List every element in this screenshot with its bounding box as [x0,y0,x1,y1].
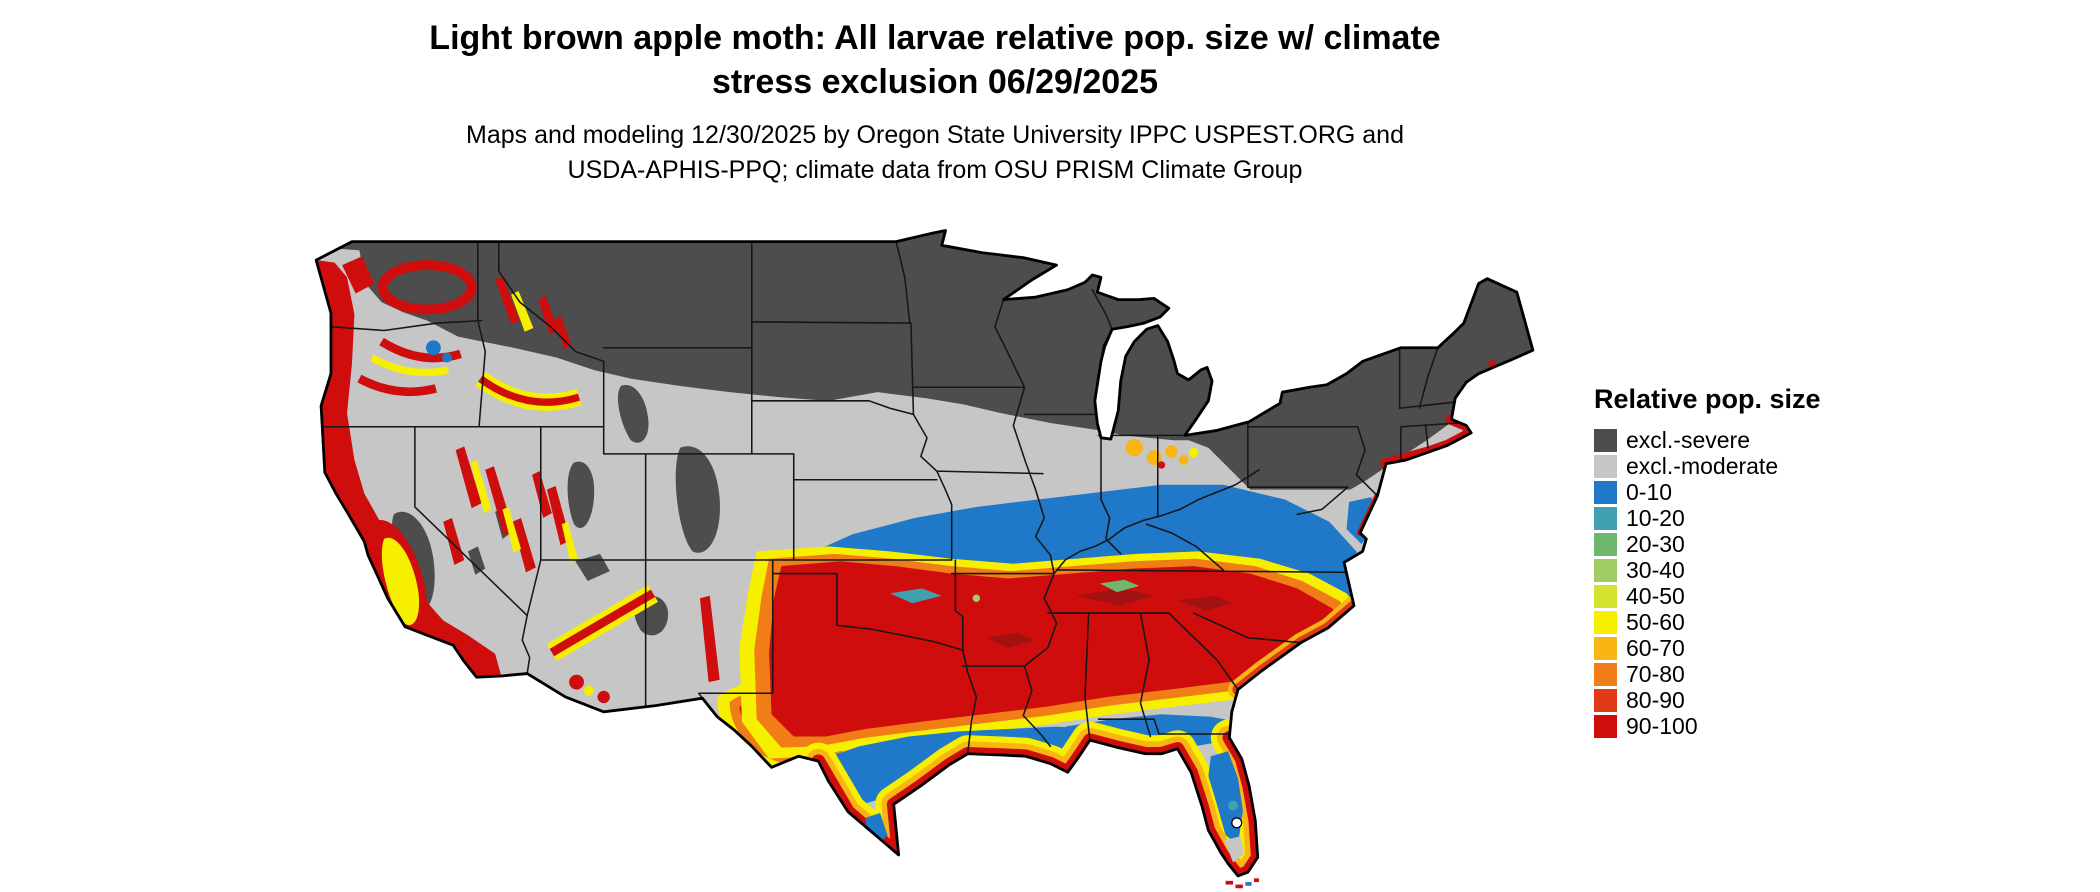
map-subtitle-line2: USDA-APHIS-PPQ; climate data from OSU PR… [567,156,1303,184]
legend-items: excl.-severe excl.-moderate 0-10 10-20 20-30… [1594,427,1821,739]
legend-item-label: 80-90 [1626,686,1685,713]
us-outline [314,229,1535,878]
legend-item: 70-80 [1594,661,1821,687]
legend-item: 20-30 [1594,531,1821,557]
legend-item: 80-90 [1594,687,1821,713]
map-subtitle-line1: Maps and modeling 12/30/2025 by Oregon S… [466,121,1404,149]
map-subtitle: Maps and modeling 12/30/2025 by Oregon S… [335,118,1535,188]
legend-item-label: excl.-severe [1626,426,1750,453]
legend-swatch [1594,636,1617,660]
legend-item-label: 40-50 [1626,582,1685,609]
legend-item: 40-50 [1594,583,1821,609]
legend-item-label: excl.-moderate [1626,452,1779,479]
legend-item: excl.-moderate [1594,453,1821,479]
legend-item: 30-40 [1594,557,1821,583]
legend-swatch [1594,584,1617,608]
legend-swatch [1594,428,1617,452]
florida-keys [1225,878,1259,889]
legend-swatch [1594,714,1617,738]
legend-item-label: 20-30 [1626,530,1685,557]
legend-swatch [1594,506,1617,530]
legend-item: 90-100 [1594,713,1821,739]
legend-item: 60-70 [1594,635,1821,661]
legend-item-label: 30-40 [1626,556,1685,583]
legend-item: excl.-severe [1594,427,1821,453]
us-map-svg [314,229,1535,889]
legend-swatch [1594,558,1617,582]
legend-swatch [1594,480,1617,504]
header: Light brown apple moth: All larvae relat… [335,16,1535,188]
map-title-line2: stress exclusion 06/29/2025 [711,63,1159,101]
legend-item-label: 0-10 [1626,478,1673,505]
legend-item: 10-20 [1594,505,1821,531]
legend-item-label: 90-100 [1626,712,1698,739]
legend-item-label: 50-60 [1626,608,1685,635]
map-title-line1: Light brown apple moth: All larvae relat… [429,19,1441,57]
legend-item-label: 60-70 [1626,634,1685,661]
legend-item-label: 70-80 [1626,660,1685,687]
us-map [310,228,1544,892]
legend-swatch [1594,610,1617,634]
legend-swatch [1594,454,1617,478]
legend-swatch [1594,662,1617,686]
legend-item: 50-60 [1594,609,1821,635]
map-raster-layers [316,230,1533,876]
legend-swatch [1594,688,1617,712]
legend: Relative pop. size excl.-severe excl.-mod… [1594,384,1821,739]
legend-swatch [1594,532,1617,556]
legend-item: 0-10 [1594,479,1821,505]
legend-item-label: 10-20 [1626,504,1685,531]
state-borders [321,240,1460,755]
legend-title: Relative pop. size [1594,384,1821,414]
